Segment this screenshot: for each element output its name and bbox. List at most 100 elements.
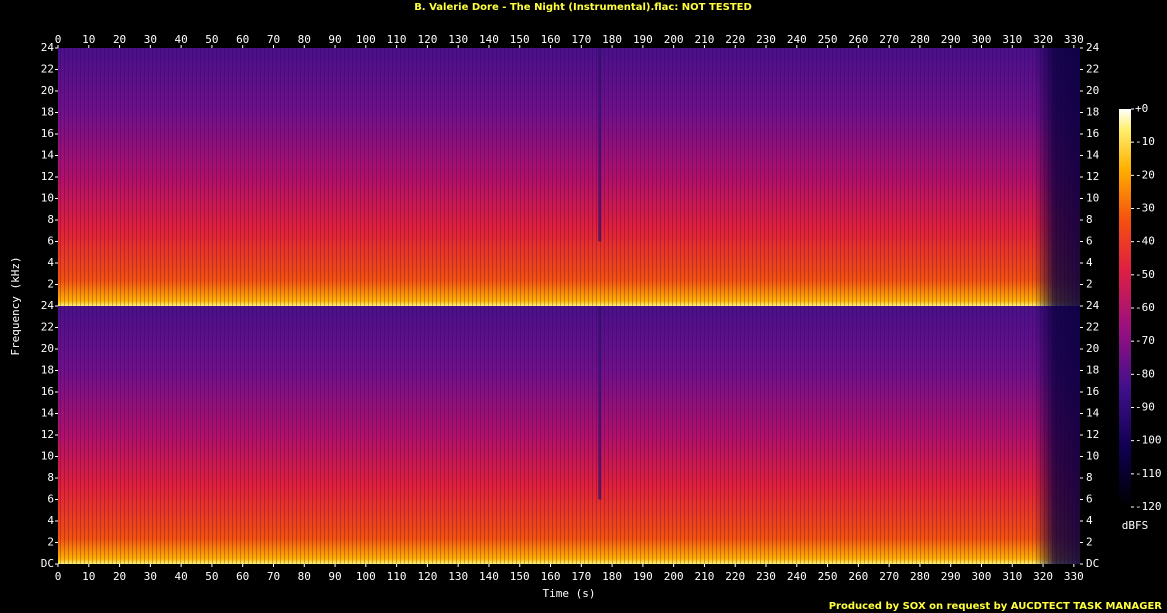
x-tick-label: 110 xyxy=(387,33,407,46)
y-tick-label-right: 22 xyxy=(1086,63,1099,76)
y-tick-label-right: 2 xyxy=(1086,536,1093,549)
x-tick-label: 0 xyxy=(55,570,62,583)
y-tick-label-right: 6 xyxy=(1086,235,1093,248)
colorbar-tick-label: -60 xyxy=(1135,301,1155,314)
y-tick-label-right: 16 xyxy=(1086,127,1099,140)
y-tick-label: 2 xyxy=(47,536,54,549)
x-tick-label: 290 xyxy=(941,570,961,583)
x-tick-label: 120 xyxy=(417,570,437,583)
y-tick-label-right: 16 xyxy=(1086,385,1099,398)
x-tick-label: 100 xyxy=(356,33,376,46)
x-tick-label: 160 xyxy=(541,570,561,583)
x-tick-label: 300 xyxy=(972,33,992,46)
y-tick-label: 24 xyxy=(41,299,55,312)
colorbar-tick-label: -100 xyxy=(1135,434,1162,447)
x-tick-label: 230 xyxy=(756,33,776,46)
y-tick-label-right: 4 xyxy=(1086,256,1093,269)
colorbar xyxy=(1119,109,1131,507)
y-tick-label-right: 24 xyxy=(1086,299,1100,312)
x-tick-label: 190 xyxy=(633,570,653,583)
x-tick-label: 170 xyxy=(571,570,591,583)
y-tick-label: DC xyxy=(41,557,54,570)
y-tick-label-right: 10 xyxy=(1086,192,1099,205)
spectrogram-fade xyxy=(58,48,1080,306)
x-tick-label: 40 xyxy=(175,33,188,46)
x-tick-label: 150 xyxy=(510,33,530,46)
x-tick-label: 80 xyxy=(298,33,311,46)
colorbar-tick-label: -110 xyxy=(1135,467,1162,480)
x-tick-label: 250 xyxy=(818,570,838,583)
silence-band xyxy=(598,48,602,242)
x-tick-label: 40 xyxy=(175,570,188,583)
y-tick-label: 10 xyxy=(41,192,54,205)
colorbar-label: dBFS xyxy=(1122,519,1149,532)
x-tick-label: 90 xyxy=(328,33,341,46)
x-tick-label: 140 xyxy=(479,570,499,583)
y-tick-label: 18 xyxy=(41,364,54,377)
x-tick-label: 270 xyxy=(879,33,899,46)
y-tick-label-right: 4 xyxy=(1086,514,1093,527)
x-tick-label: 310 xyxy=(1002,33,1022,46)
x-tick-label: 160 xyxy=(541,33,561,46)
colorbar-tick-label: -40 xyxy=(1135,235,1155,248)
y-tick-label-right: 18 xyxy=(1086,364,1099,377)
x-tick-label: 220 xyxy=(725,33,745,46)
spectrogram-fade xyxy=(58,306,1080,564)
x-tick-label: 280 xyxy=(910,33,930,46)
x-tick-label: 10 xyxy=(82,33,95,46)
colorbar-tick-label: +0 xyxy=(1135,102,1148,115)
x-tick-label: 190 xyxy=(633,33,653,46)
y-tick-label: 6 xyxy=(47,235,54,248)
x-tick-label: 200 xyxy=(664,33,684,46)
y-tick-label-right: 10 xyxy=(1086,450,1099,463)
y-tick-label-right: 12 xyxy=(1086,170,1099,183)
y-tick-label-right: 18 xyxy=(1086,106,1099,119)
x-tick-label: 180 xyxy=(602,570,622,583)
y-tick-label: 12 xyxy=(41,428,54,441)
x-tick-label: 290 xyxy=(941,33,961,46)
y-tick-label-right: 14 xyxy=(1086,407,1100,420)
y-tick-label-right: 8 xyxy=(1086,471,1093,484)
x-tick-label: 80 xyxy=(298,570,311,583)
y-tick-label-right: 14 xyxy=(1086,149,1100,162)
x-tick-label: 220 xyxy=(725,570,745,583)
x-tick-label: 150 xyxy=(510,570,530,583)
x-tick-label: 320 xyxy=(1033,570,1053,583)
x-tick-label: 70 xyxy=(267,33,280,46)
y-tick-label: 6 xyxy=(47,493,54,506)
x-tick-label: 130 xyxy=(448,570,468,583)
colorbar-tick-label: -90 xyxy=(1135,401,1155,414)
y-tick-label: 8 xyxy=(47,471,54,484)
x-tick-label: 330 xyxy=(1064,570,1084,583)
x-tick-label: 60 xyxy=(236,33,249,46)
y-tick-label: 16 xyxy=(41,385,54,398)
x-tick-label: 300 xyxy=(972,570,992,583)
x-tick-label: 240 xyxy=(787,570,807,583)
x-tick-label: 20 xyxy=(113,570,126,583)
x-tick-label: 280 xyxy=(910,570,930,583)
x-tick-label: 210 xyxy=(695,33,715,46)
x-tick-label: 10 xyxy=(82,570,95,583)
x-tick-label: 110 xyxy=(387,570,407,583)
x-tick-label: 330 xyxy=(1064,33,1084,46)
y-tick-label-right: 20 xyxy=(1086,84,1099,97)
x-tick-label: 100 xyxy=(356,570,376,583)
y-tick-label: 12 xyxy=(41,170,54,183)
y-tick-label: 10 xyxy=(41,450,54,463)
y-tick-label: 14 xyxy=(41,149,55,162)
footer: Produced by SOX on request by AUCDTECT T… xyxy=(829,601,1163,612)
colorbar-tick-label: -120 xyxy=(1135,500,1162,513)
x-tick-label: 200 xyxy=(664,570,684,583)
title: B. Valerie Dore - The Night (Instrumenta… xyxy=(414,2,752,13)
x-tick-label: 320 xyxy=(1033,33,1053,46)
y-tick-label-right: DC xyxy=(1086,557,1099,570)
x-tick-label: 210 xyxy=(695,570,715,583)
y-tick-label: 8 xyxy=(47,213,54,226)
x-tick-label: 230 xyxy=(756,570,776,583)
x-tick-label: 120 xyxy=(417,33,437,46)
y-tick-label: 22 xyxy=(41,63,54,76)
x-tick-label: 50 xyxy=(205,33,218,46)
x-axis-label: Time (s) xyxy=(543,587,596,600)
colorbar-tick-label: -80 xyxy=(1135,367,1155,380)
y-tick-label-right: 8 xyxy=(1086,213,1093,226)
